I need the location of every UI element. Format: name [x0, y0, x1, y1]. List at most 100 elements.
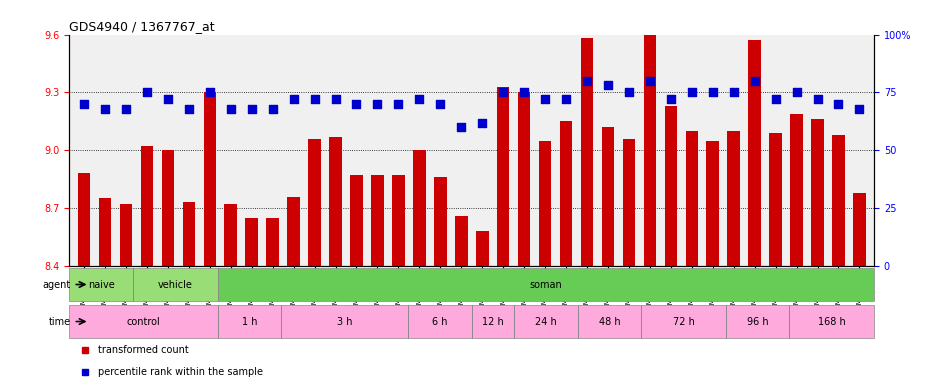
Bar [99, 199, 111, 266]
Text: 3 h: 3 h [337, 316, 352, 326]
Bar [308, 139, 321, 266]
Bar [727, 131, 740, 266]
Bar [623, 139, 635, 266]
Bar [789, 305, 874, 338]
Point [684, 89, 699, 96]
Point [181, 106, 196, 112]
Text: 96 h: 96 h [746, 316, 769, 326]
Bar [644, 35, 656, 266]
Point [496, 89, 511, 96]
Point [600, 83, 615, 89]
Point [643, 78, 658, 84]
Bar [69, 268, 133, 301]
Bar [560, 121, 573, 266]
Text: 6 h: 6 h [432, 316, 448, 326]
Bar [329, 137, 342, 266]
Bar [182, 202, 195, 266]
Bar [538, 141, 551, 266]
Point [160, 96, 175, 103]
Bar [853, 193, 866, 266]
Point [77, 101, 92, 107]
Point [852, 106, 867, 112]
Point [328, 96, 343, 103]
Text: 12 h: 12 h [482, 316, 504, 326]
Bar [514, 305, 577, 338]
Bar [78, 174, 91, 266]
Point [580, 78, 595, 84]
Bar [217, 305, 281, 338]
Point [223, 106, 238, 112]
Bar [225, 204, 237, 266]
Bar [455, 216, 467, 266]
Point [747, 78, 762, 84]
Point [810, 96, 825, 103]
Bar [811, 119, 824, 266]
Point [559, 96, 574, 103]
Bar [141, 146, 154, 266]
Text: 48 h: 48 h [598, 316, 621, 326]
Point [622, 89, 636, 96]
Point [517, 89, 532, 96]
Bar [497, 87, 510, 266]
Point [454, 124, 469, 130]
Bar [726, 305, 789, 338]
Bar [351, 175, 363, 266]
Bar [133, 268, 217, 301]
Bar [266, 218, 279, 266]
Bar [685, 131, 698, 266]
Text: 168 h: 168 h [818, 316, 845, 326]
Bar [476, 231, 488, 266]
Bar [641, 305, 726, 338]
Bar [392, 175, 404, 266]
Bar [664, 106, 677, 266]
Bar [288, 197, 300, 266]
Point [118, 106, 133, 112]
Text: agent: agent [43, 280, 71, 290]
Bar [472, 305, 514, 338]
Bar [204, 93, 216, 266]
Bar [518, 93, 530, 266]
Point [831, 101, 845, 107]
Point [412, 96, 426, 103]
Point [706, 89, 721, 96]
Point [433, 101, 448, 107]
Point [244, 106, 259, 112]
Bar [281, 305, 408, 338]
Point [98, 106, 113, 112]
Bar [790, 114, 803, 266]
Point [391, 101, 406, 107]
Point [286, 96, 301, 103]
Text: 72 h: 72 h [672, 316, 695, 326]
Bar [581, 38, 593, 266]
Point [537, 96, 552, 103]
Point [726, 89, 741, 96]
Bar [748, 40, 761, 266]
Bar [69, 305, 217, 338]
Text: 24 h: 24 h [535, 316, 557, 326]
Point [370, 101, 385, 107]
Point [265, 106, 280, 112]
Bar [601, 127, 614, 266]
Bar [707, 141, 719, 266]
Bar [162, 150, 174, 266]
Point [203, 89, 217, 96]
Point [349, 101, 364, 107]
Text: time: time [49, 316, 71, 326]
Point [663, 96, 678, 103]
Text: transformed count: transformed count [98, 345, 189, 355]
Bar [245, 218, 258, 266]
Point [789, 89, 804, 96]
Bar [434, 177, 447, 266]
Text: control: control [127, 316, 160, 326]
Point [769, 96, 783, 103]
Text: soman: soman [529, 280, 562, 290]
Bar [408, 305, 472, 338]
Text: percentile rank within the sample: percentile rank within the sample [98, 367, 264, 377]
Point [307, 96, 322, 103]
Bar [217, 268, 874, 301]
Bar [119, 204, 132, 266]
Text: GDS4940 / 1367767_at: GDS4940 / 1367767_at [69, 20, 215, 33]
Bar [832, 135, 845, 266]
Point [140, 89, 154, 96]
Bar [371, 175, 384, 266]
